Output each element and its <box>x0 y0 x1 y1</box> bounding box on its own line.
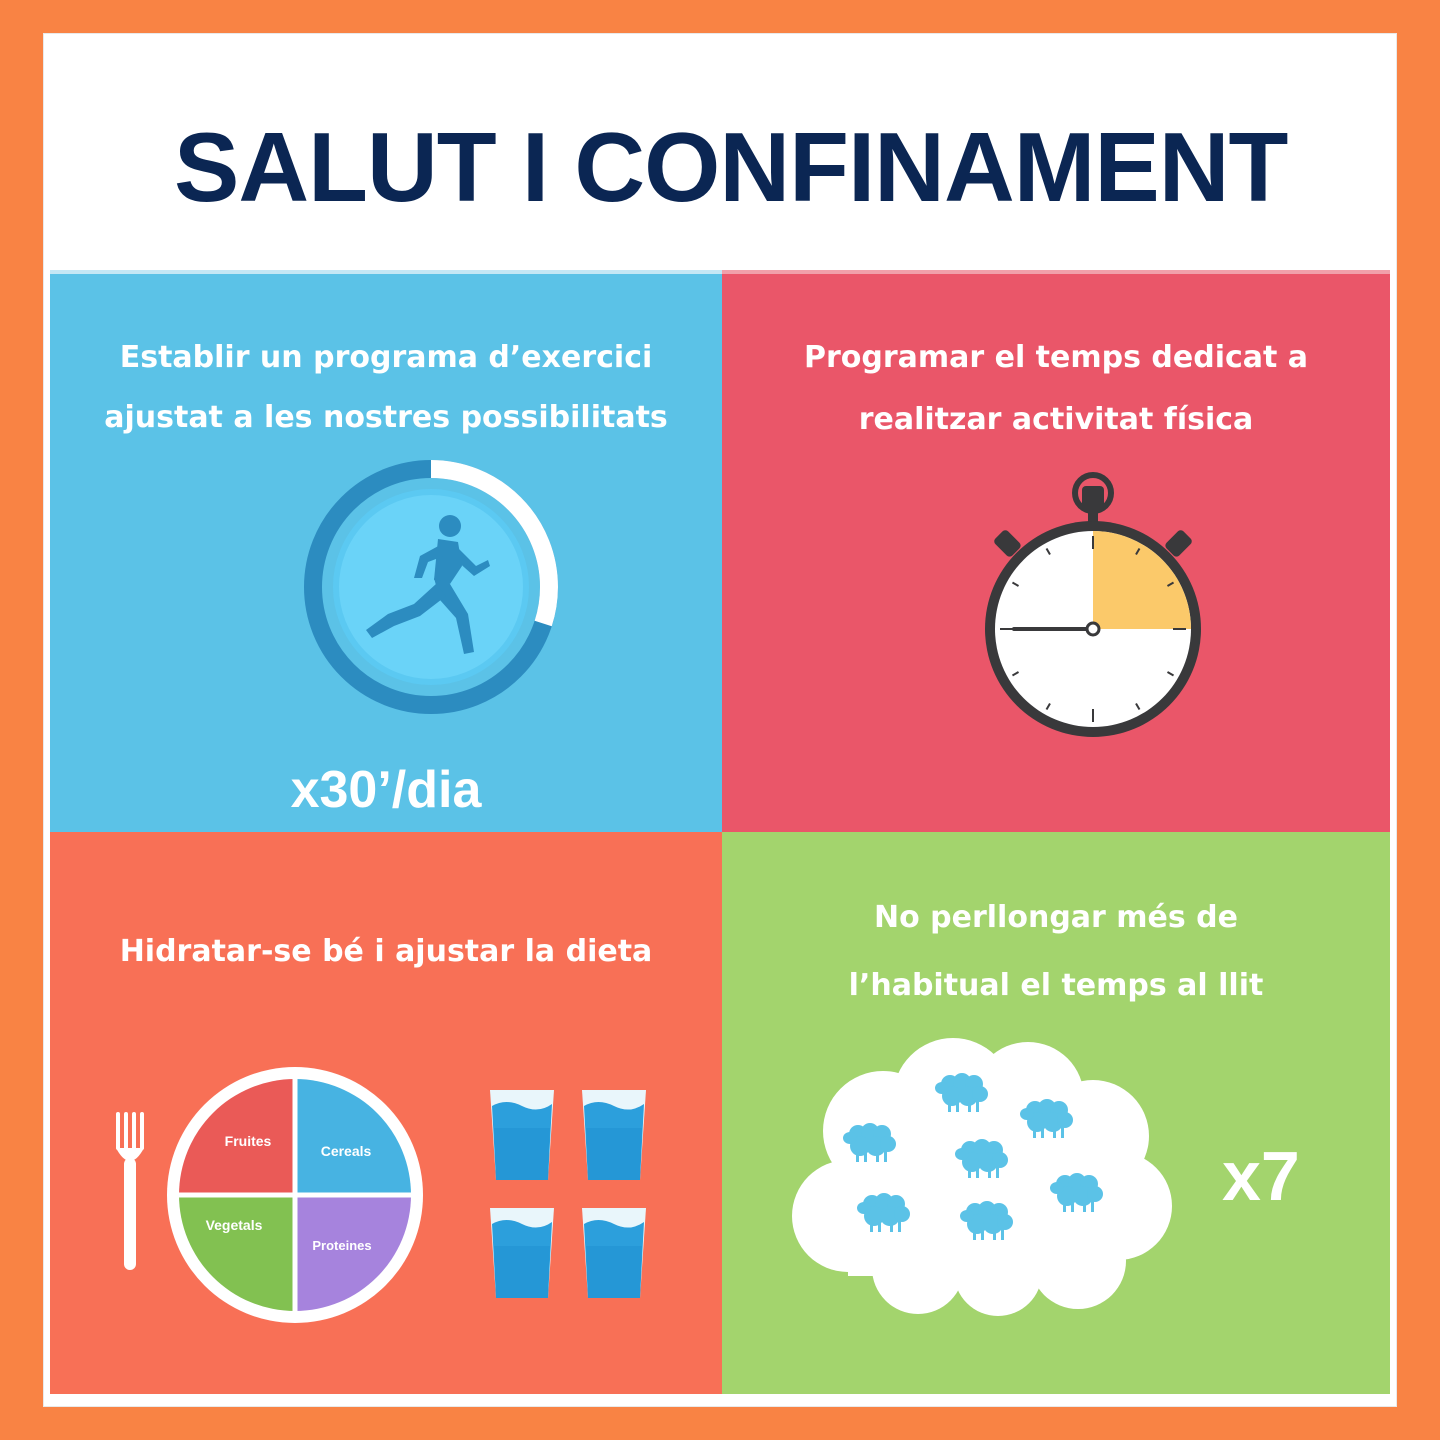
exercise-title-line1: Establir un programa d’exercici <box>119 340 653 375</box>
schedule-title-line1: Programar el temps dedicat a <box>803 340 1309 375</box>
sleep-caption: x7 <box>1222 1137 1300 1215</box>
runner-icon <box>366 515 490 654</box>
sleep-title-line2: l’habitual el temps al llit <box>848 968 1264 1003</box>
plate-segment-proteins <box>295 1195 411 1311</box>
exercise-panel: Establir un programa d’exercici ajustat … <box>50 270 722 836</box>
stopwatch-icon <box>985 472 1201 737</box>
sleep-panel: No perllongar més de l’habitual el temps… <box>722 832 1390 1394</box>
header: SALUT I CONFINAMENT <box>44 34 1396 270</box>
exercise-caption: x30’/dia <box>290 761 482 819</box>
schedule-panel: Programar el temps dedicat a realitzar a… <box>722 270 1390 836</box>
water-glasses <box>490 1090 646 1298</box>
plate-segment-fruits <box>179 1079 295 1195</box>
sheep-icon <box>843 1123 896 1162</box>
water-glass-icon <box>582 1090 646 1180</box>
sheep-icon <box>1050 1173 1103 1212</box>
water-glass-icon <box>490 1208 554 1298</box>
sheep-icon <box>935 1073 988 1112</box>
sheep-icon <box>857 1193 910 1232</box>
fork-icon <box>116 1112 144 1270</box>
schedule-title-line2: realitzar activitat física <box>858 402 1254 437</box>
sheep-icon <box>955 1139 1008 1178</box>
water-glass-icon <box>582 1208 646 1298</box>
infographic-frame: SALUT I CONFINAMENT Establir un programa… <box>44 34 1396 1406</box>
plate-segment-vegetables <box>179 1195 295 1311</box>
plate-segment-cereals <box>295 1079 411 1195</box>
plate-label-vegetables: Vegetals <box>206 1217 263 1233</box>
diet-title: Hidratar-se bé i ajustar la dieta <box>119 934 653 969</box>
plate-icon: Fruites Cereals Vegetals Proteines <box>167 1067 423 1323</box>
sheep-cloud-icon <box>792 1038 1172 1316</box>
sheep-icon <box>960 1201 1013 1240</box>
water-glass-icon <box>490 1090 554 1180</box>
sheep-icon <box>1020 1099 1073 1138</box>
plate-label-cereals: Cereals <box>321 1143 372 1159</box>
exercise-title-line2: ajustat a les nostres possibilitats <box>104 400 668 435</box>
plate-label-proteins: Proteines <box>312 1238 371 1253</box>
diet-panel: Hidratar-se bé i ajustar la dieta Fruite… <box>50 832 722 1394</box>
sleep-title-line1: No perllongar més de <box>874 900 1238 935</box>
page-title: SALUT I CONFINAMENT <box>174 112 1288 222</box>
plate-label-fruits: Fruites <box>225 1133 272 1149</box>
exercise-progress-ring <box>304 460 558 714</box>
